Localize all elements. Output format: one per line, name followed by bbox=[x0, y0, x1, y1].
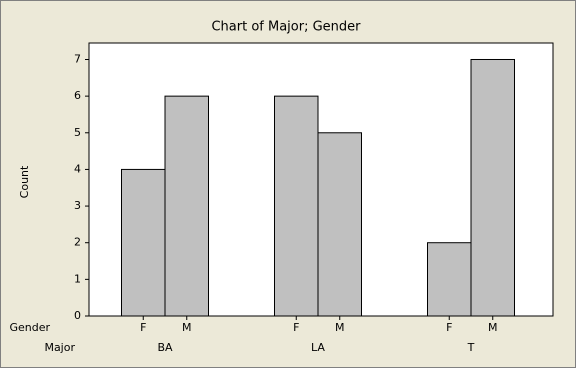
bar bbox=[317, 132, 362, 317]
y-tick-label: 5 bbox=[74, 126, 81, 139]
x-group-label: LA bbox=[311, 341, 325, 354]
bar bbox=[427, 242, 472, 317]
y-tick-label: 6 bbox=[74, 89, 81, 102]
x-group-label: T bbox=[467, 341, 475, 354]
x-group-label: BA bbox=[157, 341, 173, 354]
y-tick-label: 3 bbox=[74, 199, 81, 212]
y-tick-label: 7 bbox=[74, 52, 81, 65]
bar bbox=[274, 95, 319, 317]
x-tick-label: M bbox=[488, 321, 498, 334]
y-tick-label: 4 bbox=[74, 162, 81, 175]
bar bbox=[470, 58, 515, 317]
x-tick-label: F bbox=[446, 321, 452, 334]
y-tick-label: 2 bbox=[74, 236, 81, 249]
y-axis-label: Count bbox=[18, 165, 31, 198]
row-label: Major bbox=[44, 341, 75, 354]
x-tick-label: F bbox=[140, 321, 146, 334]
y-tick-label: 0 bbox=[74, 309, 81, 322]
chart-title: Chart of Major; Gender bbox=[211, 20, 361, 35]
x-tick-label: F bbox=[293, 321, 299, 334]
x-tick-label: M bbox=[182, 321, 192, 334]
row-label: Gender bbox=[9, 321, 50, 334]
x-tick-label: M bbox=[335, 321, 345, 334]
bar bbox=[164, 95, 209, 317]
bar bbox=[121, 168, 166, 317]
y-tick-label: 1 bbox=[74, 272, 81, 285]
